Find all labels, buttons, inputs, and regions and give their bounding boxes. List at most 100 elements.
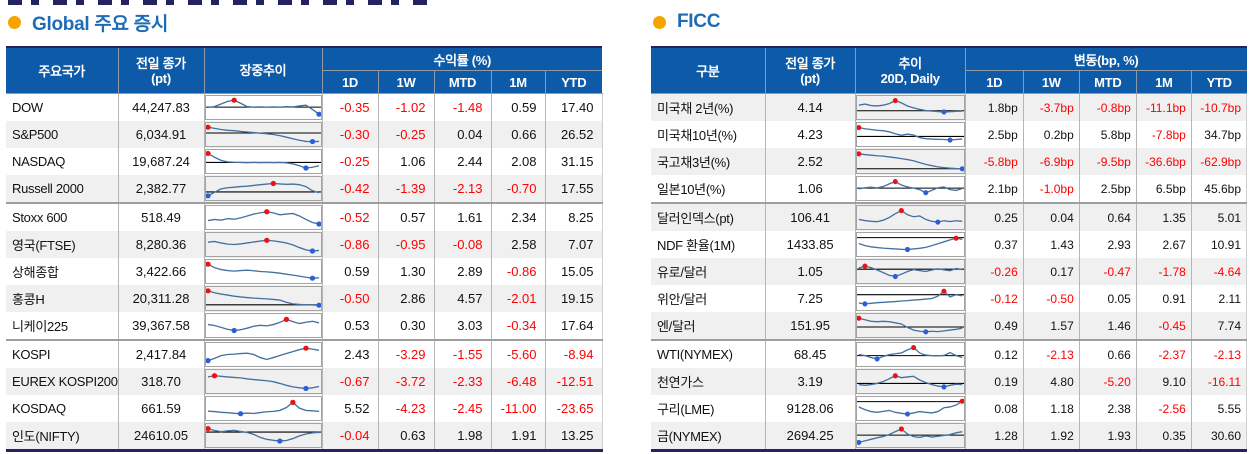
value-cell: 0.2bp — [1022, 121, 1080, 148]
value-cell: -0.67 — [321, 368, 378, 395]
col-header-close: 전일 종가 (pt) — [764, 47, 856, 94]
sparkline-cell — [203, 368, 322, 395]
table-row: 달러인덱스(pt) 106.41 0.25 0.04 0.64 1.35 5.01 — [651, 202, 1248, 231]
table-row: NASDAQ 19,687.24 -0.25 1.06 2.44 2.08 31.15 — [6, 148, 603, 175]
col-header-close-line2: (pt) — [800, 70, 820, 86]
value-cell: -7.8bp — [1135, 121, 1192, 148]
sparkline-chart — [205, 423, 322, 448]
sparkline-chart — [205, 122, 322, 147]
close-price: 44,247.83 — [117, 93, 204, 121]
value-cell: 17.64 — [544, 312, 603, 340]
table-row: EUREX KOSPI200 318.70 -0.67 -3.72 -2.33 -6.48… — [6, 368, 603, 395]
section-title-text: FICC — [677, 11, 721, 32]
section-title-text: Global 주요 증시 — [32, 13, 168, 35]
value-cell: -0.34 — [490, 312, 545, 340]
value-cell: 2.86 — [377, 285, 434, 312]
table-row: S&P500 6,034.91 -0.30 -0.25 0.04 0.66 26.52 — [6, 121, 603, 148]
value-cell: 1.8bp — [964, 93, 1024, 121]
sparkline-cell — [854, 258, 966, 285]
value-cell: 0.49 — [964, 312, 1024, 340]
close-price: 24610.05 — [117, 422, 204, 451]
value-cell: 0.64 — [1078, 202, 1137, 231]
bullet-icon — [8, 15, 21, 29]
instrument-name: DOW — [12, 100, 43, 115]
instrument-name: 인도(NIFTY) — [6, 422, 118, 451]
value-cell: -0.86 — [490, 258, 545, 285]
value-cell: 1.91 — [490, 422, 545, 451]
value-cell: 0.57 — [377, 202, 434, 231]
value-cell: 2.44 — [433, 148, 491, 175]
value-cell: 2.67 — [1135, 231, 1192, 258]
sparkline-chart — [205, 342, 322, 367]
sparkline-cell — [203, 148, 322, 175]
sparkline-chart — [205, 95, 322, 120]
table-row: 천연가스 3.19 0.19 4.80 -5.20 9.10 -16.11 — [651, 368, 1248, 395]
sparkline-cell — [854, 339, 966, 368]
value-cell: 0.17 — [1022, 258, 1080, 285]
sparkline-chart — [856, 313, 965, 338]
value-cell: 34.7bp — [1190, 121, 1248, 148]
close-price: 2.52 — [764, 148, 856, 175]
value-cell: -0.86 — [321, 231, 378, 258]
sparkline-cell — [203, 93, 322, 121]
value-cell: -6.48 — [490, 368, 545, 395]
value-cell: 3.03 — [433, 312, 491, 340]
sparkline-cell — [854, 422, 966, 451]
section-ficc: FICC 구분 전일 종가 (pt) 추이 20D, Daily — [651, 6, 1248, 452]
value-cell: -11.00 — [490, 395, 545, 422]
table-row: 구리(LME) 9128.06 0.08 1.18 2.38 -2.56 5.55 — [651, 395, 1248, 422]
instrument-name: 일본10년(%) — [657, 182, 726, 197]
col-header-returns-group: 변동(bp, %) — [964, 47, 1247, 71]
sparkline-chart — [856, 149, 965, 174]
close-price: 6,034.91 — [117, 121, 204, 148]
value-cell: -0.25 — [321, 148, 378, 175]
value-cell: 15.05 — [544, 258, 603, 285]
instrument-name: NDF 환율(1M) — [657, 238, 735, 253]
close-price: 19,687.24 — [117, 148, 204, 175]
col-header-trend-line2: 20D, Daily — [880, 70, 940, 86]
value-cell: -6.9bp — [1022, 148, 1080, 175]
value-cell: -36.6bp — [1135, 148, 1192, 175]
value-cell: 0.04 — [433, 121, 491, 148]
value-cell: 9.10 — [1135, 368, 1192, 395]
instrument-name: 국고채3년(%) — [651, 148, 766, 175]
col-header-mtd: MTD — [433, 70, 492, 94]
value-cell: 26.52 — [544, 121, 603, 148]
value-cell: 4.80 — [1022, 368, 1080, 395]
table-row: 미국채 2년(%) 4.14 1.8bp -3.7bp -0.8bp -11.1bp -10… — [651, 93, 1248, 121]
value-cell: 31.15 — [544, 148, 603, 175]
close-price: 20,311.28 — [117, 285, 204, 312]
sparkline-cell — [854, 175, 966, 203]
value-cell: -0.30 — [321, 121, 378, 148]
sparkline-chart — [856, 232, 965, 257]
value-cell: -0.52 — [321, 202, 378, 231]
section-title-global: Global 주요 증시 — [8, 7, 602, 37]
value-cell: 2.38 — [1078, 395, 1137, 422]
sparkline-chart — [205, 176, 322, 201]
value-cell: -8.94 — [544, 339, 603, 368]
value-cell: -1.55 — [433, 339, 491, 368]
value-cell: -0.42 — [321, 175, 378, 203]
col-header-close-line2: (pt) — [151, 70, 171, 86]
value-cell: -2.45 — [433, 395, 491, 422]
instrument-name: NASDAQ — [12, 154, 66, 169]
sparkline-cell — [203, 202, 322, 231]
value-cell: -2.13 — [433, 175, 491, 203]
col-header-1w: 1W — [377, 70, 435, 94]
value-cell: -9.5bp — [1078, 148, 1137, 175]
value-cell: -16.11 — [1190, 368, 1248, 395]
value-cell: -0.35 — [321, 93, 378, 121]
value-cell: -3.7bp — [1022, 93, 1080, 121]
value-cell: 0.59 — [321, 258, 378, 285]
sparkline-cell — [203, 258, 322, 285]
table-row: DOW 44,247.83 -0.35 -1.02 -1.48 0.59 17.40 — [6, 93, 603, 121]
sparkline-chart — [856, 205, 965, 230]
instrument-name: 천연가스 — [651, 368, 766, 395]
value-cell: -2.37 — [1135, 339, 1192, 368]
sparkline-chart — [205, 205, 322, 230]
sparkline-cell — [203, 231, 322, 258]
value-cell: 2.5bp — [964, 121, 1024, 148]
close-price: 2,417.84 — [117, 339, 204, 368]
close-price: 8,280.36 — [117, 231, 204, 258]
